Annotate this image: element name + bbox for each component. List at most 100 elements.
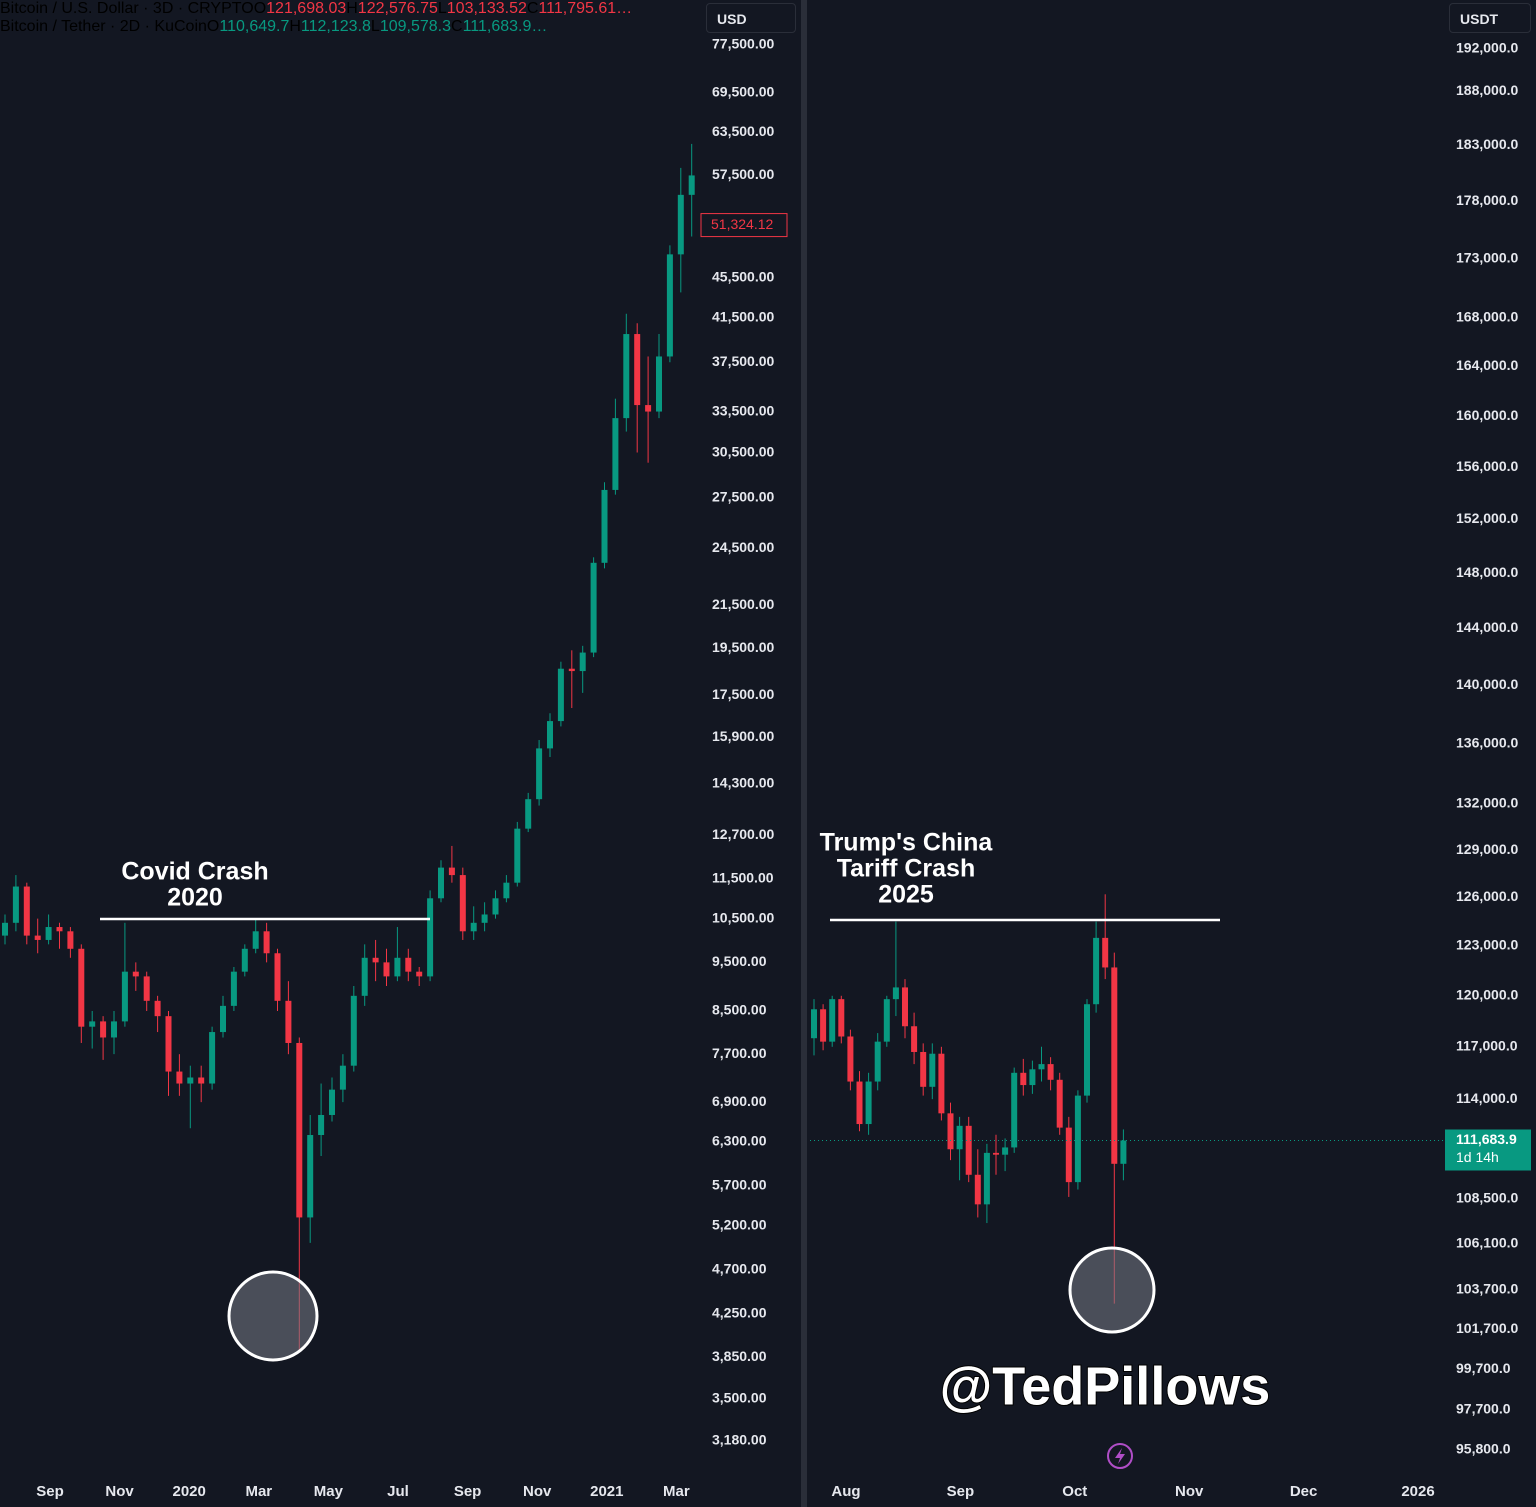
annotation-text: Covid Crash	[121, 858, 268, 886]
candle-body	[568, 668, 575, 672]
ohlc-key: C	[526, 0, 539, 17]
candle-body	[383, 962, 390, 977]
ohlc-key: C	[451, 18, 463, 35]
candle-body	[820, 1009, 827, 1042]
candle-body	[634, 334, 641, 406]
x-tick-label: Nov	[1175, 1483, 1204, 1500]
y-tick-label: 77,500.00	[712, 36, 774, 52]
highlight-circle	[227, 1270, 319, 1362]
candle-body	[590, 562, 597, 653]
chart-header: Bitcoin / Tether · 2D · KuCoinO110,649.7…	[0, 18, 1536, 36]
candle-body	[1038, 1064, 1045, 1070]
candle-body	[198, 1077, 205, 1084]
price-label-box	[700, 213, 788, 238]
y-tick-label: 9,500.00	[712, 953, 767, 969]
candle-body	[956, 1125, 963, 1150]
y-tick-label: 114,000.0	[1456, 1090, 1518, 1106]
y-tick-label: 132,000.0	[1456, 794, 1518, 810]
candle-body	[307, 1135, 314, 1218]
currency-button: USDT	[1449, 3, 1531, 33]
candle-body	[892, 987, 899, 1000]
annotation-text: Trump's China	[820, 829, 994, 857]
y-tick-label: 140,000.0	[1456, 676, 1518, 692]
y-tick-label: 126,000.0	[1456, 888, 1518, 904]
price-label: 111,683.9	[1456, 1131, 1517, 1147]
y-tick-label: 117,000.0	[1456, 1038, 1518, 1054]
y-tick-label: 99,700.0	[1456, 1360, 1511, 1376]
y-tick-label: 129,000.0	[1456, 841, 1518, 857]
candle-body	[911, 1026, 918, 1052]
candle-body	[23, 886, 30, 936]
x-tick-label: Nov	[105, 1483, 134, 1500]
candle-body	[514, 828, 521, 883]
candle-body	[1093, 937, 1100, 1005]
x-tick-label: 2020	[173, 1483, 206, 1500]
y-tick-label: 10,500.00	[712, 909, 774, 925]
currency-button: USD	[706, 3, 796, 33]
y-tick-label: 41,500.00	[712, 309, 774, 325]
candle-body	[656, 356, 662, 412]
y-tick-label: 12,700.00	[712, 826, 774, 842]
y-tick-label: 164,000.0	[1456, 357, 1518, 373]
x-tick-label: Dec	[1290, 1483, 1318, 1500]
candle-body	[263, 931, 270, 954]
candle-body	[557, 668, 564, 722]
y-tick-label: 45,500.00	[712, 268, 774, 284]
ohlc-value: 111,795.61…	[538, 0, 633, 17]
y-tick-label: 7,700.00	[712, 1045, 767, 1061]
x-tick-label: Nov	[523, 1483, 552, 1500]
y-tick-label: 123,000.0	[1456, 937, 1518, 953]
candle-body	[111, 1021, 117, 1038]
candle-body	[2, 922, 8, 936]
y-tick-label: 148,000.0	[1456, 564, 1518, 580]
y-tick-label: 19,500.00	[712, 639, 774, 655]
candle-body	[993, 1152, 999, 1155]
x-tick-label: Sep	[454, 1483, 482, 1500]
candle-body	[78, 948, 85, 1027]
candle-body	[536, 748, 543, 800]
y-tick-label: 120,000.0	[1456, 986, 1518, 1002]
candle-body	[1102, 937, 1109, 968]
ohlc-item: O110,649.7	[207, 18, 289, 35]
y-tick-label: 8,500.00	[712, 1002, 767, 1018]
candle-body	[666, 254, 673, 357]
candle-body	[1084, 1004, 1090, 1096]
candle-body	[427, 898, 434, 977]
y-tick-label: 95,800.0	[1456, 1440, 1511, 1456]
candle-body	[811, 1009, 817, 1039]
candle-body	[902, 987, 908, 1027]
candle-body	[143, 976, 150, 1001]
candle-body	[1056, 1079, 1063, 1128]
candle-body	[579, 652, 586, 672]
candle-body	[1029, 1069, 1036, 1086]
y-tick-label: 30,500.00	[712, 443, 774, 459]
ohlc-value: 111,683.9…	[462, 18, 548, 35]
x-tick-label: Mar	[663, 1483, 690, 1500]
y-tick-label: 27,500.00	[712, 489, 774, 505]
candle-body	[492, 898, 499, 915]
candle-body	[829, 999, 836, 1042]
y-tick-label: 160,000.0	[1456, 407, 1518, 423]
y-tick-label: 17,500.00	[712, 686, 774, 702]
ohlc-key: L	[437, 0, 447, 17]
y-tick-label: 188,000.0	[1456, 82, 1518, 98]
candle-body	[503, 882, 510, 899]
candle-body	[612, 418, 619, 490]
candle-body	[883, 999, 890, 1042]
y-tick-label: 178,000.0	[1456, 192, 1518, 208]
y-tick-label: 3,500.00	[712, 1389, 767, 1405]
ohlc-key: O	[253, 0, 267, 17]
candle-body	[45, 927, 52, 940]
countdown-label: 1d 14h	[1456, 1149, 1499, 1165]
candle-body	[847, 1036, 854, 1082]
candle-body	[1011, 1072, 1018, 1148]
candle-body	[329, 1089, 335, 1115]
ohlc-value: 110,649.7	[219, 18, 290, 35]
ohlc-value: 122,576.75	[357, 0, 438, 17]
y-tick-label: 144,000.0	[1456, 619, 1518, 635]
x-tick-label: Mar	[245, 1483, 272, 1500]
candle-body	[34, 935, 41, 940]
y-tick-label: 24,500.00	[712, 539, 774, 555]
